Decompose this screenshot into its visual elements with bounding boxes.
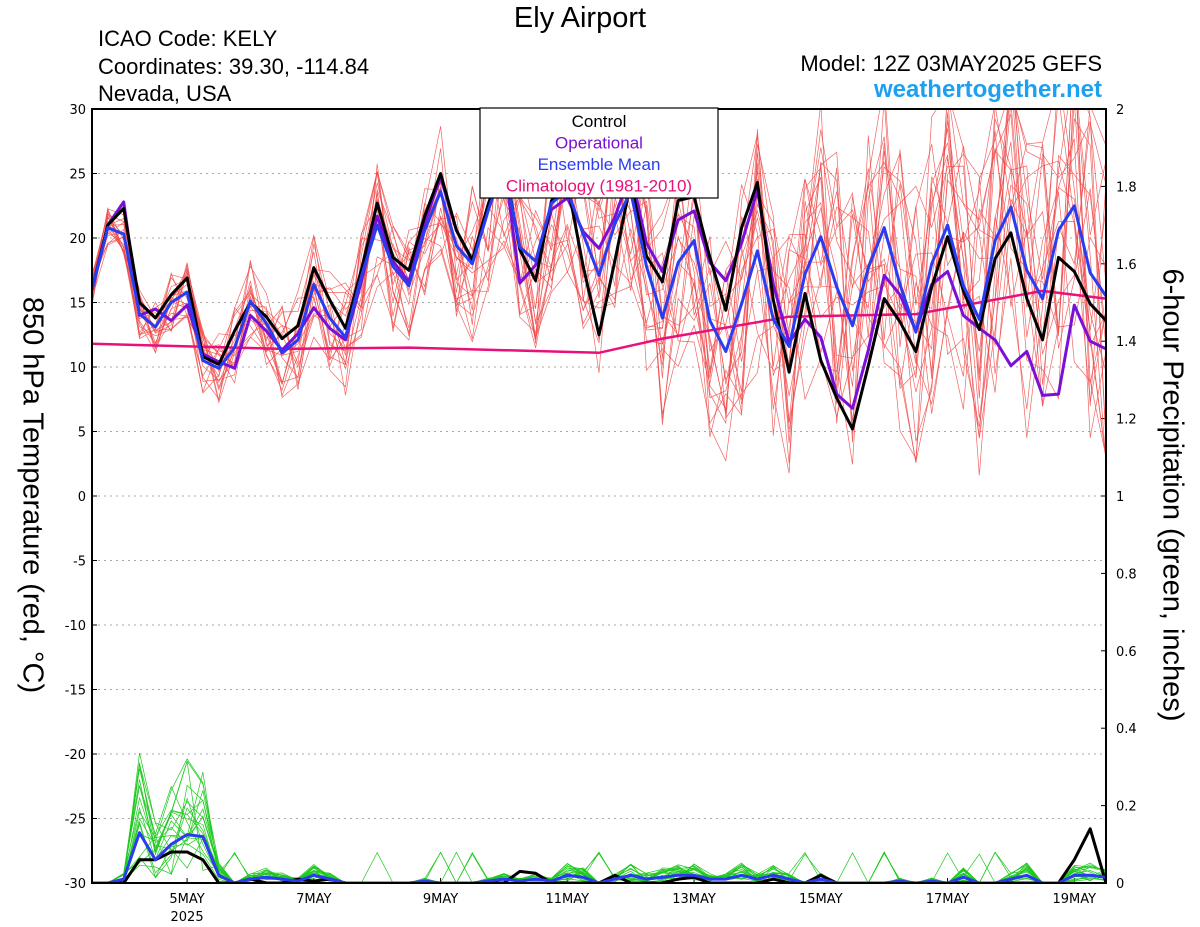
x-tick-label: 17MAY — [926, 892, 970, 907]
ensemble-member-precip-line — [92, 799, 1106, 883]
ensemble-member-temp-line — [92, 109, 1106, 474]
x-tick-label: 7MAY — [296, 892, 331, 907]
legend: Control Operational Ensemble Mean Climatolo… — [479, 107, 719, 199]
ensemble-member-precip-line — [92, 813, 1106, 883]
y-tick-label-left: 20 — [69, 232, 86, 247]
y-tick-label-left: -30 — [65, 877, 86, 892]
y-tick-label-right: 1.8 — [1116, 180, 1137, 195]
ensemble-member-precip-line — [92, 768, 1106, 883]
ensemble-mean-precip-line — [92, 831, 1106, 883]
x-tick-sublabel: 2025 — [171, 910, 204, 925]
y-tick-label-right: 0.6 — [1116, 645, 1137, 660]
ensemble-member-precip-line — [92, 764, 1106, 883]
ensemble-mean-temp-line — [92, 163, 1106, 370]
ensemble-member-temp-line — [92, 109, 1106, 442]
ensemble-member-precip-line — [92, 760, 1106, 883]
ensemble-member-temp-line — [92, 109, 1106, 465]
x-tick-label: 11MAY — [546, 892, 590, 907]
y-tick-label-left: 5 — [78, 426, 86, 441]
y-tick-label-left: 0 — [78, 490, 86, 505]
ensemble-member-temp-line — [92, 114, 1106, 410]
icao-code: ICAO Code: KELY — [98, 26, 278, 51]
ensemble-member-precip-line — [92, 772, 1106, 883]
ensemble-member-precip-line — [92, 817, 1106, 883]
climatology-line — [92, 289, 1106, 355]
legend-box — [479, 107, 719, 199]
y-tick-label-right: 0.4 — [1116, 722, 1137, 737]
model-run: Model: 12Z 03MAY2025 GEFS — [800, 51, 1102, 76]
y-tick-label-right: 1.6 — [1116, 258, 1137, 273]
ensemble-member-precip-line — [92, 761, 1106, 883]
y-tick-label-left: -5 — [73, 555, 86, 570]
ensemble-member-temp-line — [92, 130, 1106, 443]
legend-entry: Control — [572, 112, 627, 131]
legend-entry: Ensemble Mean — [538, 155, 661, 174]
control-temp-line — [92, 157, 1106, 431]
ensemble-member-precip-line — [92, 764, 1106, 883]
y-tick-label-right: 1.2 — [1116, 413, 1137, 428]
x-tick-label: 19MAY — [1053, 892, 1097, 907]
ensemble-member-precip-line — [92, 779, 1106, 883]
y-tick-label-left: 10 — [69, 361, 86, 376]
y-tick-label-right: 0.8 — [1116, 567, 1137, 582]
ensemble-member-temp-line — [92, 109, 1106, 405]
y-tick-label-right: 0.2 — [1116, 800, 1137, 815]
y-tick-label-right: 0 — [1116, 877, 1124, 892]
y-tick-label-left: -15 — [65, 684, 86, 699]
x-tick-label: 9MAY — [423, 892, 458, 907]
y-tick-label-right: 1 — [1116, 490, 1124, 505]
x-tick-label: 5MAY — [169, 892, 204, 907]
site-link[interactable]: weathertogether.net — [873, 76, 1102, 103]
legend-entry: Climatology (1981-2010) — [506, 177, 692, 196]
plot-frame — [91, 108, 1107, 884]
ensemble-member-temp-line — [92, 136, 1106, 463]
ensemble-member-temp-line — [92, 123, 1106, 434]
ensemble-member-precip-line — [92, 797, 1106, 883]
region: Nevada, USA — [98, 81, 232, 106]
ensemble-member-precip-line — [92, 807, 1106, 883]
operational-temp-line — [92, 159, 1106, 410]
ensemble-member-precip-line — [92, 758, 1106, 883]
coordinates: Coordinates: 39.30, -114.84 — [98, 54, 370, 79]
x-tick-label: 13MAY — [672, 892, 716, 907]
legend-entry: Operational — [555, 134, 643, 153]
ensemble-member-temp-line — [92, 109, 1106, 438]
y-tick-label-left: 25 — [69, 168, 86, 183]
y-tick-label-left: 30 — [69, 103, 86, 118]
y-tick-label-right: 2 — [1116, 103, 1124, 118]
chart-title: Ely Airport — [513, 2, 647, 34]
y-tick-label-left: -25 — [65, 813, 86, 828]
y-tick-label-right: 1.4 — [1116, 335, 1137, 350]
x-tick-label: 15MAY — [799, 892, 843, 907]
y-tick-label-left: -20 — [65, 748, 86, 763]
control-precip-line — [92, 827, 1106, 883]
y-tick-label-left: -10 — [65, 619, 86, 634]
y-tick-label-left: 15 — [69, 297, 86, 312]
ensemble-member-precip-line — [92, 797, 1106, 883]
